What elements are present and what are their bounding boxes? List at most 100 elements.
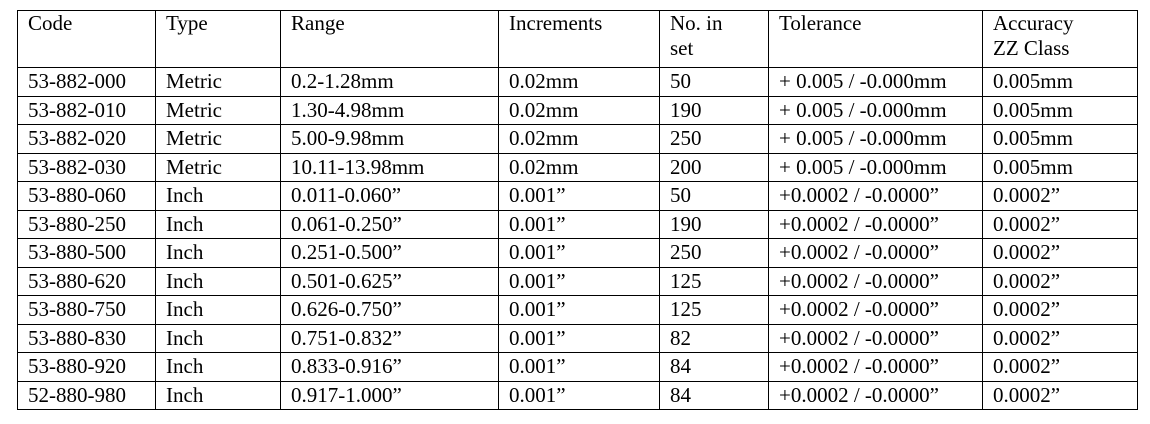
table-cell: 0.0002” bbox=[982, 181, 1138, 211]
table-cell: 5.00-9.98mm bbox=[280, 124, 499, 154]
table-cell: +0.0002 / -0.0000” bbox=[768, 323, 983, 353]
table-cell: Inch bbox=[155, 181, 281, 211]
table-cell: 0.001” bbox=[498, 209, 660, 239]
table-cell: Inch bbox=[155, 266, 281, 296]
table-cell: 0.0002” bbox=[982, 209, 1138, 239]
table-cell: 0.0002” bbox=[982, 295, 1138, 325]
table-row: 53-882-030 Metric 10.11-13.98mm 0.02mm 200 + … bbox=[17, 152, 1138, 182]
table-cell: 0.833-0.916” bbox=[280, 352, 499, 382]
table-cell: 0.001” bbox=[498, 181, 660, 211]
header-cell: Increments bbox=[498, 10, 660, 68]
table-cell: 0.001” bbox=[498, 295, 660, 325]
table-cell: 0.2-1.28mm bbox=[280, 67, 499, 97]
table-cell: 53-882-020 bbox=[17, 124, 156, 154]
table-row: 53-882-010 Metric 1.30-4.98mm 0.02mm 190 + 0.… bbox=[17, 95, 1138, 125]
table-cell: +0.0002 / -0.0000” bbox=[768, 295, 983, 325]
header-cell: Accuracy ZZ Class bbox=[982, 10, 1138, 68]
table-cell: 53-880-620 bbox=[17, 266, 156, 296]
table-cell: 0.751-0.832” bbox=[280, 323, 499, 353]
table-cell: 0.501-0.625” bbox=[280, 266, 499, 296]
table-cell: 250 bbox=[659, 238, 769, 268]
header-row: Code Type Range Increments No. in set Toleranc… bbox=[17, 10, 1138, 68]
table-cell: +0.0002 / -0.0000” bbox=[768, 238, 983, 268]
table-cell: 0.02mm bbox=[498, 67, 660, 97]
table-cell: 50 bbox=[659, 67, 769, 97]
table-cell: 84 bbox=[659, 352, 769, 382]
table-cell: 0.005mm bbox=[982, 67, 1138, 97]
table-cell: 1.30-4.98mm bbox=[280, 95, 499, 125]
table-row: 53-880-750 Inch 0.626-0.750” 0.001” 125 +0.00… bbox=[17, 295, 1138, 325]
table-cell: +0.0002 / -0.0000” bbox=[768, 380, 983, 410]
table-cell: 0.001” bbox=[498, 323, 660, 353]
header-cell: Type bbox=[155, 10, 281, 68]
table-cell: +0.0002 / -0.0000” bbox=[768, 266, 983, 296]
table-cell: 0.005mm bbox=[982, 124, 1138, 154]
table-cell: 125 bbox=[659, 266, 769, 296]
table-cell: 0.626-0.750” bbox=[280, 295, 499, 325]
table-cell: 0.011-0.060” bbox=[280, 181, 499, 211]
table-row: 53-880-250 Inch 0.061-0.250” 0.001” 190 +0.00… bbox=[17, 209, 1138, 239]
table-cell: 250 bbox=[659, 124, 769, 154]
spec-table: Code Type Range Increments No. in set Toleranc… bbox=[17, 10, 1138, 410]
header-text: Tolerance bbox=[779, 11, 862, 36]
table-cell: 53-880-060 bbox=[17, 181, 156, 211]
table-cell: 0.0002” bbox=[982, 238, 1138, 268]
table-cell: Metric bbox=[155, 67, 281, 97]
table-cell: Metric bbox=[155, 124, 281, 154]
table-cell: Metric bbox=[155, 95, 281, 125]
header-text: ZZ Class bbox=[993, 36, 1070, 60]
table-cell: Inch bbox=[155, 295, 281, 325]
table-row: 53-880-920 Inch 0.833-0.916” 0.001” 84 +0.000… bbox=[17, 352, 1138, 382]
header-text: set bbox=[670, 36, 694, 60]
table-cell: 0.001” bbox=[498, 380, 660, 410]
header-text: Code bbox=[28, 11, 73, 36]
header-text: Type bbox=[166, 11, 208, 36]
table-cell: 53-882-000 bbox=[17, 67, 156, 97]
table-cell: +0.0002 / -0.0000” bbox=[768, 209, 983, 239]
table-cell: 200 bbox=[659, 152, 769, 182]
table-cell: 82 bbox=[659, 323, 769, 353]
table-cell: Metric bbox=[155, 152, 281, 182]
table-row: 53-882-020 Metric 5.00-9.98mm 0.02mm 250 + 0.… bbox=[17, 124, 1138, 154]
table-cell: +0.0002 / -0.0000” bbox=[768, 181, 983, 211]
header-text: Increments bbox=[509, 11, 603, 36]
table-cell: 0.02mm bbox=[498, 124, 660, 154]
table-cell: Inch bbox=[155, 352, 281, 382]
table-cell: 53-880-830 bbox=[17, 323, 156, 353]
table-cell: 53-882-010 bbox=[17, 95, 156, 125]
table-cell: 53-880-500 bbox=[17, 238, 156, 268]
table-cell: Inch bbox=[155, 323, 281, 353]
table-cell: 53-880-250 bbox=[17, 209, 156, 239]
table-cell: 190 bbox=[659, 95, 769, 125]
table-cell: 50 bbox=[659, 181, 769, 211]
header-cell: Tolerance bbox=[768, 10, 983, 68]
table-cell: 0.005mm bbox=[982, 152, 1138, 182]
table-cell: 10.11-13.98mm bbox=[280, 152, 499, 182]
table-cell: 53-880-750 bbox=[17, 295, 156, 325]
table-cell: 0.001” bbox=[498, 238, 660, 268]
table-row: 53-880-500 Inch 0.251-0.500” 0.001” 250 +0.00… bbox=[17, 238, 1138, 268]
table-cell: 125 bbox=[659, 295, 769, 325]
table-row: 53-882-000 Metric 0.2-1.28mm 0.02mm 50 + 0.00… bbox=[17, 67, 1138, 97]
table-row: 52-880-980 Inch 0.917-1.000” 0.001” 84 +0.000… bbox=[17, 380, 1138, 410]
table-cell: 0.917-1.000” bbox=[280, 380, 499, 410]
table-cell: 190 bbox=[659, 209, 769, 239]
table-row: 53-880-060 Inch 0.011-0.060” 0.001” 50 +0.000… bbox=[17, 181, 1138, 211]
table-body: 53-882-000 Metric 0.2-1.28mm 0.02mm 50 + 0.00… bbox=[17, 67, 1138, 410]
table-cell: + 0.005 / -0.000mm bbox=[768, 67, 983, 97]
table-cell: 0.251-0.500” bbox=[280, 238, 499, 268]
table-row: 53-880-620 Inch 0.501-0.625” 0.001” 125 +0.00… bbox=[17, 266, 1138, 296]
table-cell: 0.02mm bbox=[498, 152, 660, 182]
table-cell: 0.005mm bbox=[982, 95, 1138, 125]
table-cell: 53-882-030 bbox=[17, 152, 156, 182]
table-cell: 0.0002” bbox=[982, 266, 1138, 296]
header-cell: No. in set bbox=[659, 10, 769, 68]
table-cell: 52-880-980 bbox=[17, 380, 156, 410]
table-row: 53-880-830 Inch 0.751-0.832” 0.001” 82 +0.000… bbox=[17, 323, 1138, 353]
header-cell: Code bbox=[17, 10, 156, 68]
table-cell: + 0.005 / -0.000mm bbox=[768, 124, 983, 154]
table-cell: 0.0002” bbox=[982, 323, 1138, 353]
table-cell: 84 bbox=[659, 380, 769, 410]
table-cell: + 0.005 / -0.000mm bbox=[768, 152, 983, 182]
